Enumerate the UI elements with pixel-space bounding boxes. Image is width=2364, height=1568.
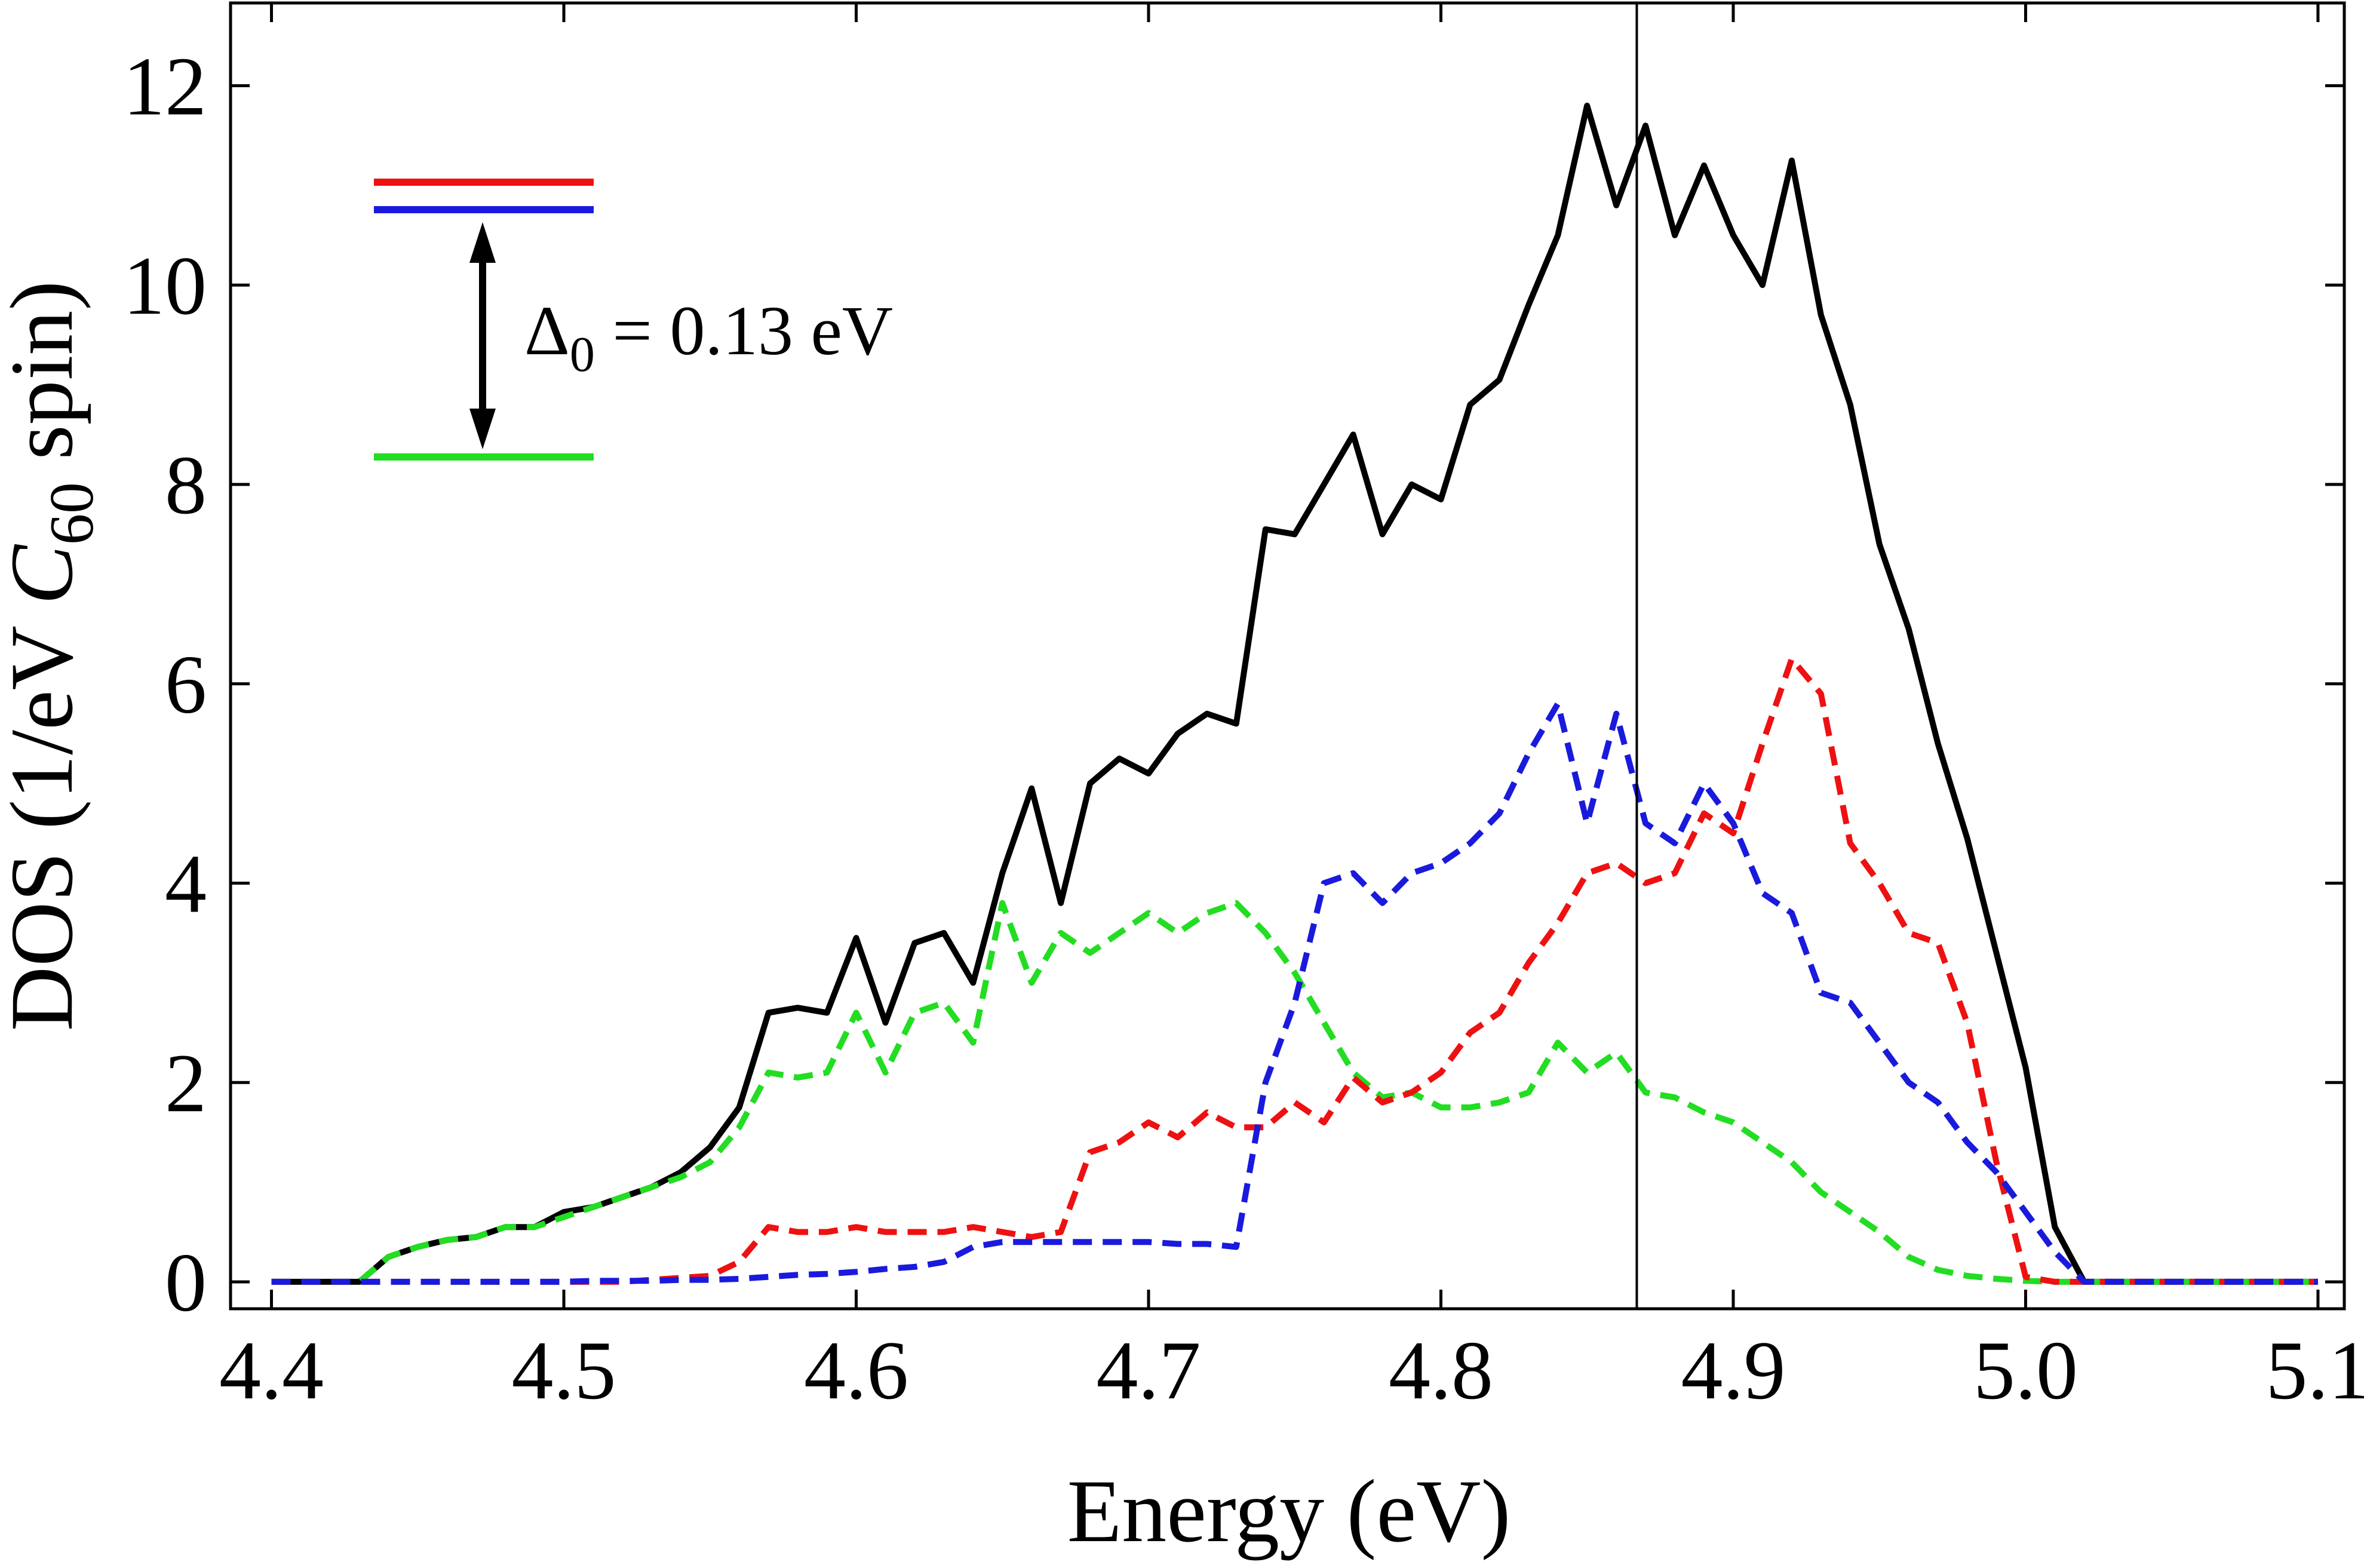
y-axis-title: DOS (1/eV C60 spin) bbox=[0, 281, 106, 1031]
x-tick-label: 4.7 bbox=[1096, 1324, 1201, 1417]
gap-symbol: Δ bbox=[524, 291, 570, 370]
gap-subscript: 0 bbox=[570, 327, 595, 382]
inset-levels: Δ0 = 0.13 eV bbox=[374, 179, 893, 461]
y-tick-label: 4 bbox=[165, 837, 207, 930]
y-tick-label: 8 bbox=[165, 439, 207, 532]
x-tick-label: 4.8 bbox=[1389, 1324, 1493, 1417]
x-tick-label: 5.1 bbox=[2265, 1324, 2364, 1417]
series-line bbox=[271, 900, 2318, 1285]
y-tick-label: 0 bbox=[165, 1236, 207, 1329]
x-tick-label: 5.0 bbox=[1973, 1324, 2078, 1417]
gap-arrow-head bbox=[469, 409, 496, 449]
x-tick-label: 4.5 bbox=[512, 1324, 616, 1417]
y-tick-label: 6 bbox=[165, 639, 207, 731]
gap-arrow-head bbox=[469, 222, 496, 263]
x-tick-label: 4.6 bbox=[804, 1324, 908, 1417]
plot-frame bbox=[229, 1, 2346, 1311]
y-axis-title-italic: C bbox=[0, 544, 91, 605]
series-line bbox=[271, 701, 2318, 1285]
x-tick-label: 4.4 bbox=[219, 1324, 324, 1417]
y-axis-title-suffix: spin) bbox=[0, 281, 91, 483]
gap-text: = 0.13 eV bbox=[595, 291, 893, 370]
y-axis-title-text: DOS (1/eV bbox=[0, 605, 91, 1031]
y-tick-label: 12 bbox=[123, 41, 207, 133]
x-axis-title: Energy (eV) bbox=[1067, 1462, 1511, 1561]
x-tick-label: 4.9 bbox=[1681, 1324, 1785, 1417]
y-tick-label: 2 bbox=[165, 1037, 207, 1130]
y-tick-label: 10 bbox=[123, 240, 207, 332]
y-axis-title-subscript: 60 bbox=[36, 482, 106, 545]
gap-annotation: Δ0 = 0.13 eV bbox=[524, 291, 893, 382]
